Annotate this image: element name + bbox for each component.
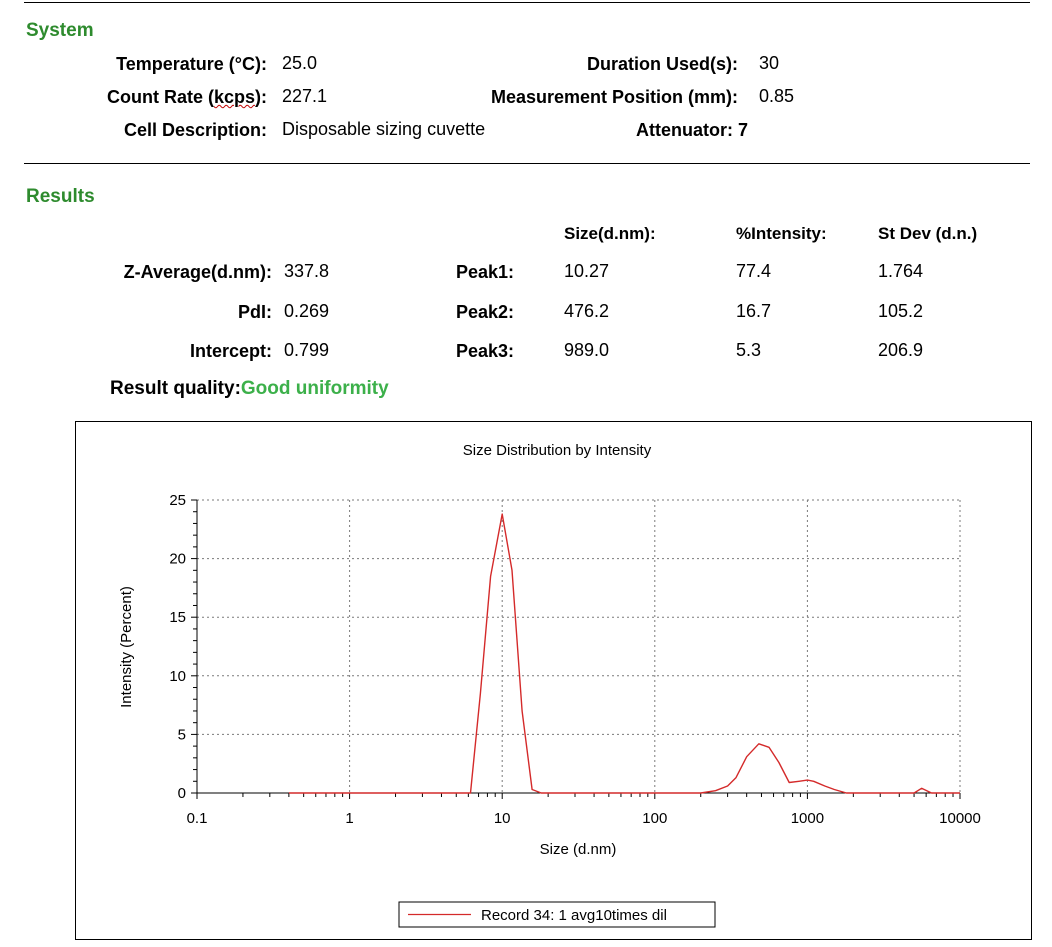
x-axis-label: Size (d.nm) xyxy=(540,841,617,858)
temperature-value: 25.0 xyxy=(282,53,318,73)
measurement-position-label: Measurement Position (mm): xyxy=(490,87,738,107)
col-intensity-header: %Intensity: xyxy=(736,224,827,243)
result-quality-label: Result quality: xyxy=(110,378,241,399)
peak2-size: 476.2 xyxy=(564,301,610,321)
x-tick-label: 0.1 xyxy=(187,810,208,827)
peak1-label: Peak1: xyxy=(456,262,515,282)
y-tick-label: 15 xyxy=(169,609,186,626)
cell-description-label: Cell Description: xyxy=(123,120,267,140)
peak1-size: 10.27 xyxy=(564,261,610,281)
axes xyxy=(196,500,960,794)
size-distribution-chart: Size Distribution by Intensity 0.1 1 10 100… xyxy=(118,442,981,928)
count-rate-value: 227.1 xyxy=(282,86,328,106)
legend: Record 34: 1 avg10times dil xyxy=(398,901,716,928)
z-average-label: Z-Average(d.nm): xyxy=(123,262,272,282)
top-rule xyxy=(24,2,1030,3)
system-heading: System xyxy=(26,20,94,41)
legend-box xyxy=(398,901,716,928)
temperature-label: Temperature (°C): xyxy=(116,54,267,74)
ticks: 0.1 1 10 100 1000 10000 0 5 10 15 20 25 xyxy=(169,492,981,827)
count-rate-unit: kcps xyxy=(213,87,255,107)
y-tick-label: 5 xyxy=(178,726,186,743)
z-average-value: 337.8 xyxy=(284,261,330,281)
result-quality-value: Good uniformity xyxy=(240,378,389,399)
y-tick-label: 10 xyxy=(169,668,186,685)
peak3-stdev: 206.9 xyxy=(878,340,924,360)
count-rate-label-pre: Count Rate ( xyxy=(106,87,214,107)
count-rate-label-post: ): xyxy=(255,87,267,107)
col-stdev-header: St Dev (d.n.) xyxy=(878,224,978,243)
measurement-position-value: 0.85 xyxy=(759,86,795,106)
attenuator-row: Attenuator: 7 xyxy=(636,120,748,141)
count-rate-label: Count Rate (kcps): xyxy=(107,87,267,108)
results-heading: Results xyxy=(26,186,95,207)
section-rule xyxy=(24,163,1030,164)
duration-label: Duration Used(s): xyxy=(586,54,738,74)
x-tick-label: 10 xyxy=(494,810,511,827)
cell-description-value: Disposable sizing cuvette xyxy=(282,119,486,139)
x-tick-label: 100 xyxy=(642,810,667,827)
x-tick-label: 10000 xyxy=(939,810,981,827)
col-size-header: Size(d.nm): xyxy=(564,224,656,243)
y-axis-label: Intensity (Percent) xyxy=(118,586,135,708)
legend-entry-label: Record 34: 1 avg10times dil xyxy=(481,907,667,924)
series-line xyxy=(288,513,960,794)
series-layer xyxy=(288,513,960,794)
y-tick-label: 20 xyxy=(169,551,186,568)
peak3-size: 989.0 xyxy=(564,340,610,360)
attenuator-label: Attenuator: xyxy=(636,120,733,140)
x-tick-label: 1 xyxy=(345,810,353,827)
result-quality-row: Result quality:Good uniformity xyxy=(110,378,389,400)
intercept-value: 0.799 xyxy=(284,340,330,360)
peak3-intensity: 5.3 xyxy=(736,340,762,360)
pdi-label: PdI: xyxy=(238,302,272,322)
peak1-intensity: 77.4 xyxy=(736,261,772,281)
grid xyxy=(196,499,961,794)
y-tick-label: 25 xyxy=(169,492,186,509)
duration-value: 30 xyxy=(759,53,780,73)
attenuator-value: 7 xyxy=(738,120,749,140)
peak2-label: Peak2: xyxy=(456,302,515,322)
peak3-label: Peak3: xyxy=(456,341,515,361)
chart-title: Size Distribution by Intensity xyxy=(463,442,652,459)
peak1-stdev: 1.764 xyxy=(878,261,924,281)
y-tick-label: 0 xyxy=(178,785,186,802)
pdi-value: 0.269 xyxy=(284,301,330,321)
peak2-stdev: 105.2 xyxy=(878,301,924,321)
x-tick-label: 1000 xyxy=(791,810,824,827)
peak2-intensity: 16.7 xyxy=(736,301,772,321)
intercept-label: Intercept: xyxy=(189,341,272,361)
chart-frame: Size Distribution by Intensity 0.1 1 10 100… xyxy=(75,421,1032,940)
